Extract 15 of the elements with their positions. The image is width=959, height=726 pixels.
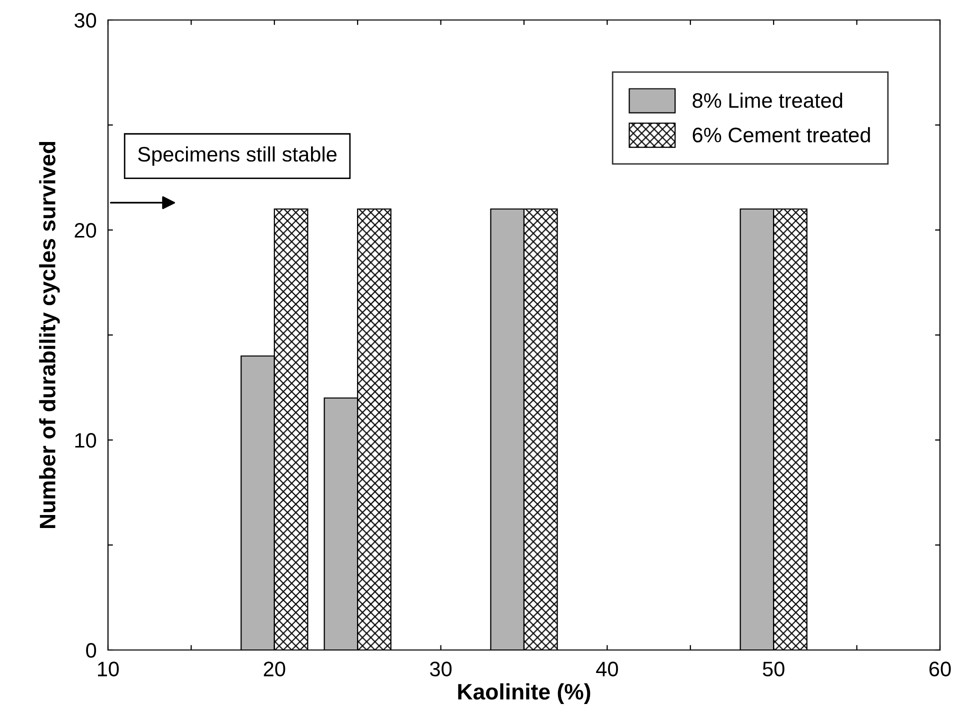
x-tick-label: 60 xyxy=(929,662,951,676)
x-tick-label: 20 xyxy=(264,662,286,676)
y-tick-label: 10 xyxy=(75,433,96,448)
y-tick-label: 30 xyxy=(74,13,96,28)
legend-label: 8% Lime treated xyxy=(692,92,842,108)
y-axis-title: Number of durability cycles survived xyxy=(39,142,60,528)
y-tick-label: 20 xyxy=(74,223,96,238)
x-tick-label: 30 xyxy=(430,662,452,676)
y-tick-label: 0 xyxy=(86,643,96,658)
x-tick-label: 50 xyxy=(762,662,784,676)
x-tick-label: 40 xyxy=(596,662,618,676)
annotation: Specimens still stable xyxy=(138,146,337,166)
x-tick-label: 10 xyxy=(98,662,119,676)
x-axis-title: Kaolinite (%) xyxy=(458,683,590,704)
legend-label: 6% Cement treated xyxy=(692,127,870,142)
